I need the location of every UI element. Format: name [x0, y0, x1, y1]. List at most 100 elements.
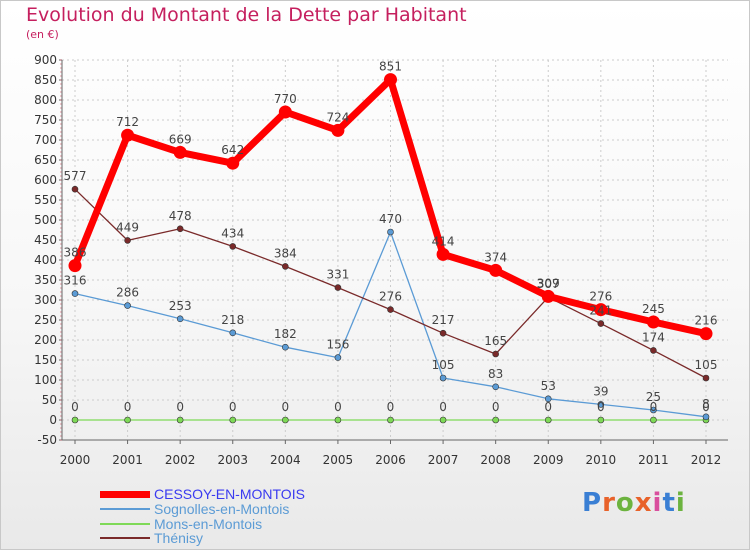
legend-item: Thénisy — [100, 530, 203, 546]
data-point — [492, 350, 499, 358]
data-label: 712 — [116, 115, 139, 129]
data-point — [544, 416, 552, 424]
logo-letter: t — [662, 488, 676, 518]
data-label: 414 — [432, 234, 455, 248]
data-point — [650, 416, 657, 424]
data-label: 276 — [379, 290, 402, 304]
y-tick-label: 150 — [34, 353, 57, 367]
proxiti-logo: Proxiti — [582, 488, 686, 518]
y-tick-label: 500 — [34, 213, 57, 227]
data-point — [229, 329, 237, 337]
data-label: 478 — [169, 209, 192, 223]
data-point — [541, 289, 555, 303]
legend-swatch — [100, 508, 150, 510]
data-point — [597, 320, 605, 327]
x-tick-label: 2003 — [217, 453, 248, 467]
data-point — [439, 416, 447, 424]
y-tick-label: 900 — [34, 53, 57, 67]
data-label: 8 — [702, 397, 710, 411]
data-label: 449 — [116, 220, 139, 234]
data-label: 470 — [379, 212, 402, 226]
data-point — [384, 73, 397, 87]
legend-swatch — [100, 523, 150, 525]
y-tick-label: 400 — [34, 253, 57, 267]
data-point — [439, 374, 447, 382]
y-tick-label: 550 — [34, 193, 57, 207]
logo-letter: x — [634, 488, 653, 518]
data-point — [226, 156, 240, 170]
data-label: 218 — [221, 313, 244, 327]
data-label: 53 — [541, 379, 556, 393]
data-label: 0 — [282, 400, 290, 414]
legend-label: Mons-en-Montois — [154, 516, 263, 532]
data-label: 331 — [326, 268, 349, 282]
data-point — [176, 416, 184, 424]
data-label: 316 — [64, 274, 87, 288]
data-point — [334, 284, 342, 291]
data-label: 105 — [695, 358, 718, 372]
x-tick-label: 2005 — [323, 453, 354, 467]
x-tick-label: 2009 — [533, 453, 564, 467]
logo-letter: r — [602, 488, 616, 518]
data-point — [597, 416, 605, 424]
data-point — [331, 123, 345, 137]
legend-label: CESSOY-EN-MONTOIS — [154, 486, 305, 502]
data-label: 0 — [439, 400, 447, 414]
chart-subtitle: (en €) — [26, 28, 59, 41]
legend-item: Sognolles-en-Montois — [100, 501, 289, 517]
data-label: 0 — [492, 400, 500, 414]
data-label: 241 — [589, 304, 612, 318]
y-tick-label: 350 — [34, 273, 57, 287]
data-point — [124, 416, 131, 424]
legend-item: CESSOY-EN-MONTOIS — [100, 486, 305, 502]
data-label: 374 — [484, 250, 507, 264]
y-tick-label: 800 — [34, 93, 57, 107]
series-line-sognolles-en-montois — [74, 231, 707, 418]
data-point — [229, 243, 237, 250]
data-point — [334, 416, 342, 424]
data-label: 577 — [64, 169, 87, 183]
legend-swatch — [100, 537, 150, 539]
y-tick-label: 300 — [34, 293, 57, 307]
data-point — [387, 416, 394, 424]
data-point — [68, 259, 82, 273]
legend-label: Thénisy — [154, 530, 204, 546]
data-label: 386 — [64, 246, 87, 260]
data-label: 0 — [702, 400, 710, 414]
data-label: 434 — [221, 226, 244, 240]
data-point — [124, 302, 131, 309]
x-tick-label: 2004 — [270, 453, 301, 467]
y-tick-label: -50 — [37, 433, 57, 447]
data-label: 0 — [124, 400, 132, 414]
data-label: 0 — [176, 400, 184, 414]
x-tick-label: 2002 — [165, 453, 196, 467]
y-tick-label: 600 — [34, 173, 57, 187]
x-tick-label: 2006 — [375, 453, 406, 467]
data-point — [492, 416, 499, 424]
data-point — [229, 416, 237, 424]
data-point — [699, 327, 713, 341]
plot-area — [62, 60, 728, 440]
data-point — [646, 315, 660, 329]
data-label: 384 — [274, 246, 297, 260]
data-label: 770 — [274, 92, 297, 106]
x-tick-label: 2000 — [60, 453, 91, 467]
chart-title: Evolution du Montant de la Dette par Hab… — [26, 4, 467, 26]
y-tick-label: 250 — [34, 313, 57, 327]
data-point — [282, 343, 289, 351]
data-point — [702, 413, 710, 421]
data-label: 156 — [326, 338, 349, 352]
data-point — [282, 416, 289, 424]
data-label: 216 — [695, 314, 718, 328]
x-tick-label: 2012 — [691, 453, 722, 467]
logo-letter: i — [652, 488, 663, 518]
data-label: 0 — [334, 400, 342, 414]
x-tick-label: 2008 — [480, 453, 511, 467]
x-tick-label: 2011 — [638, 453, 669, 467]
x-tick-label: 2010 — [586, 453, 617, 467]
data-label: 276 — [589, 290, 612, 304]
data-point — [278, 105, 292, 119]
data-label: 83 — [488, 367, 503, 381]
data-point — [176, 315, 184, 323]
